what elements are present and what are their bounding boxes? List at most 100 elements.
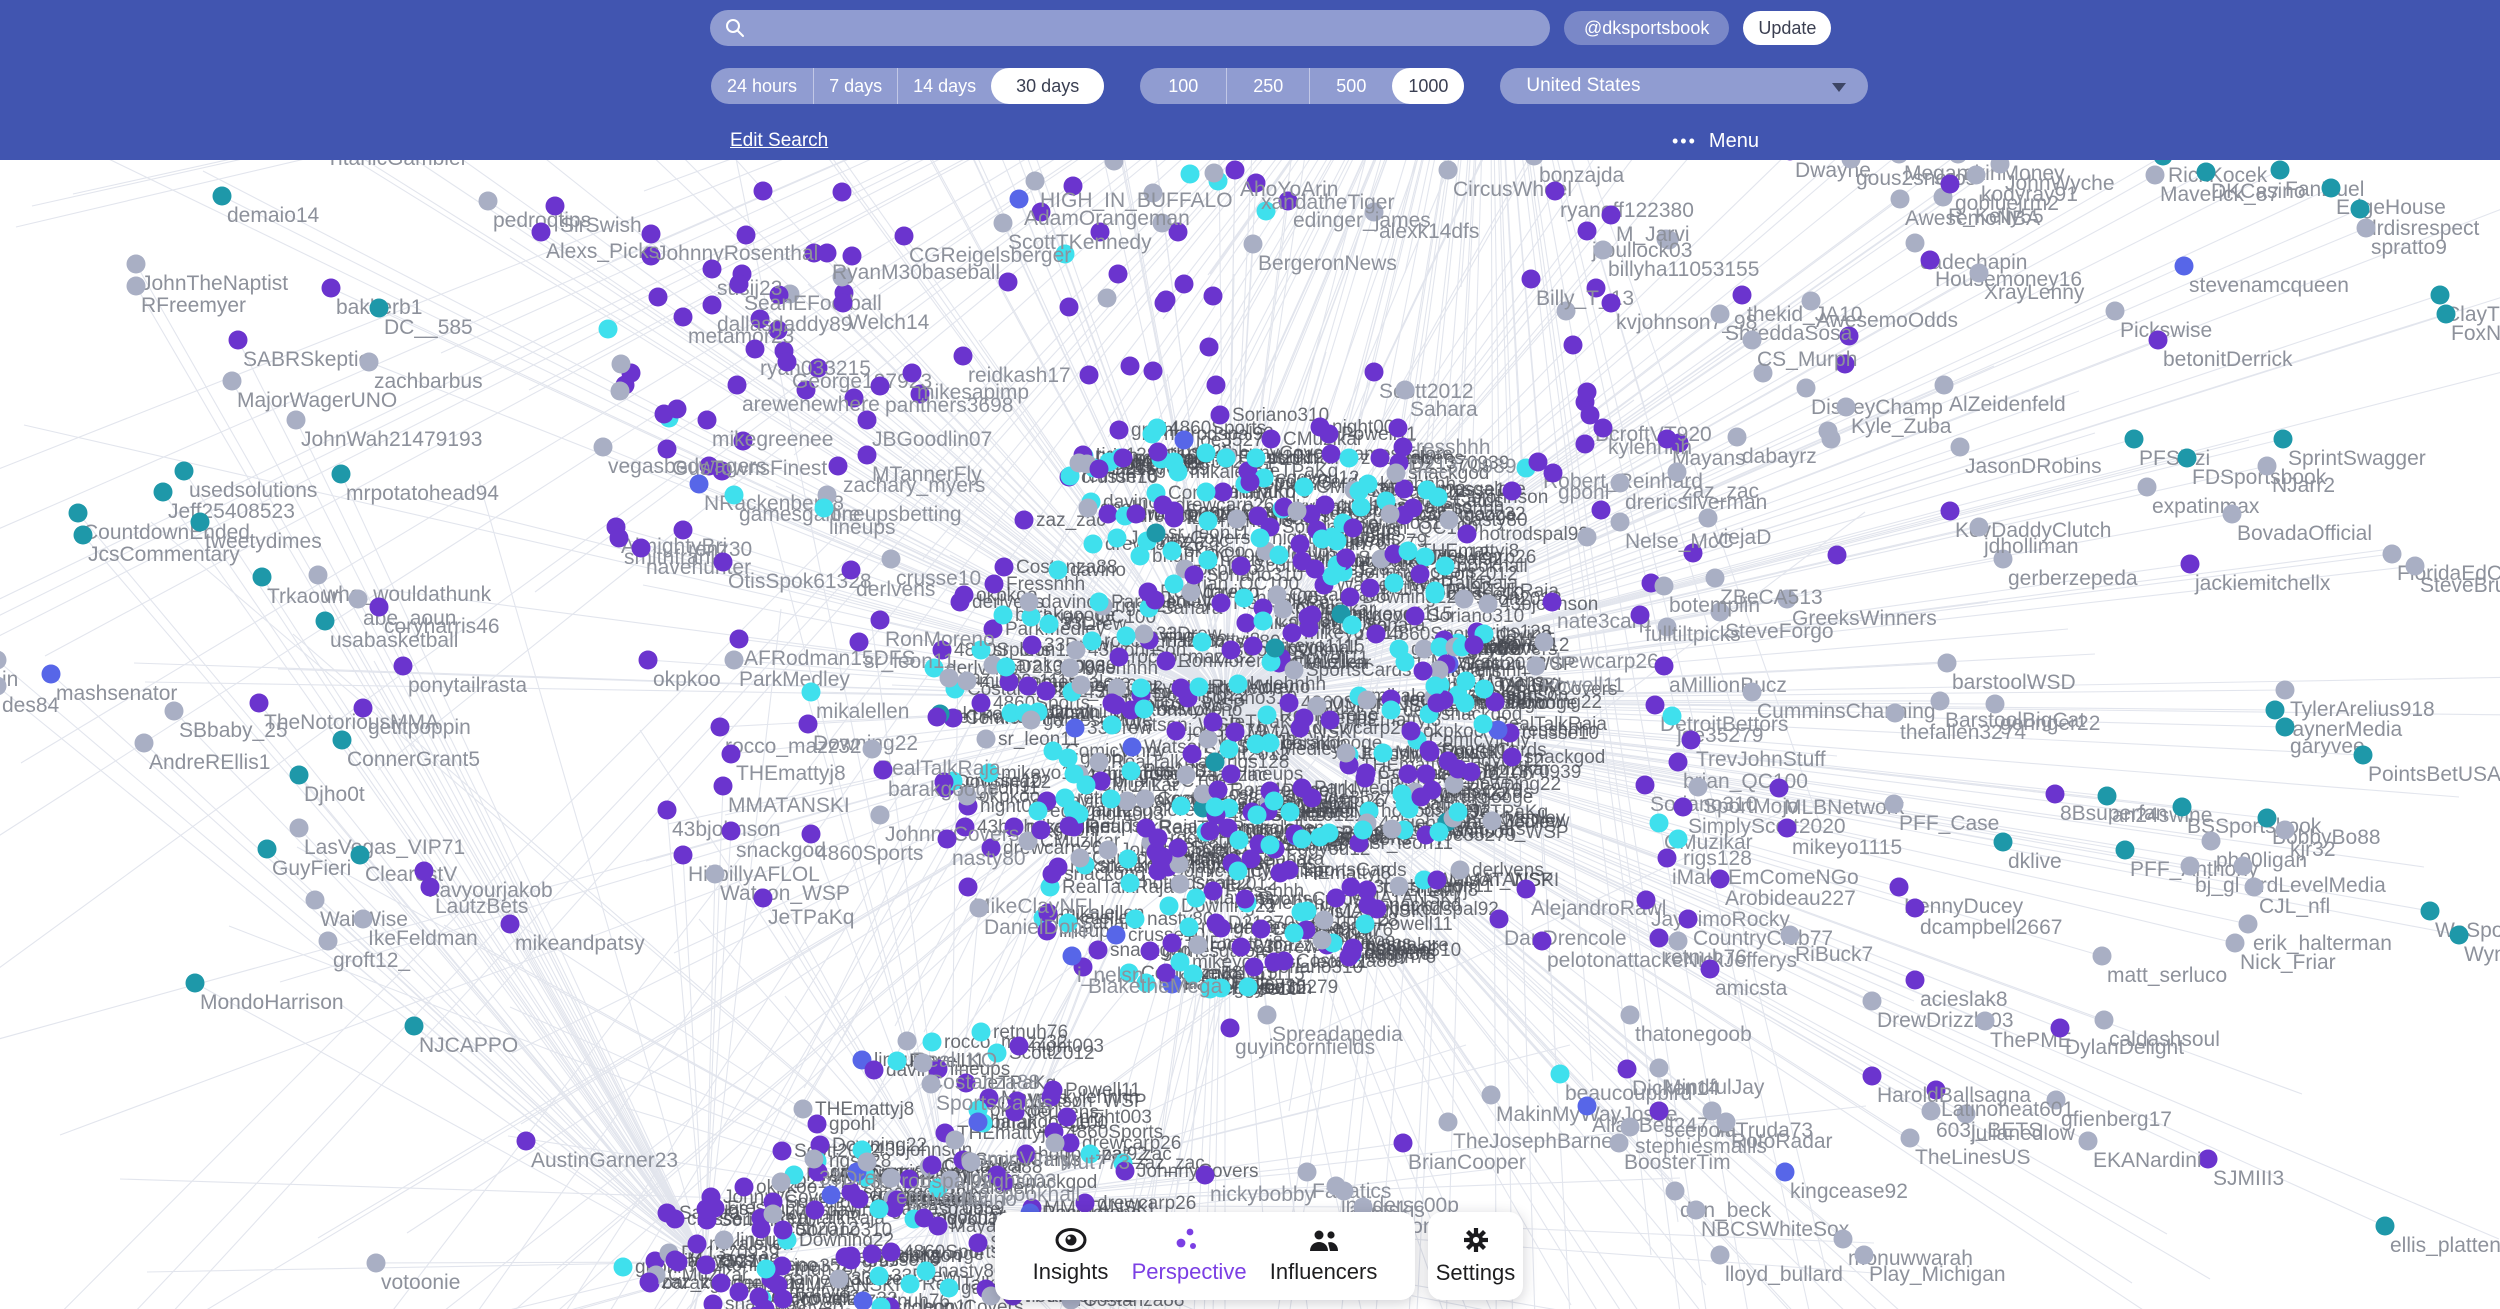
- graph-node[interactable]: BarstoolBigCat: [1930, 691, 2086, 733]
- graph-node[interactable]: ParkMedley: [724, 650, 851, 692]
- graph-node[interactable]: thekid_JA10: [1732, 285, 1863, 327]
- graph-node[interactable]: Maverick_87: [2145, 165, 2280, 207]
- graph-node[interactable]: bj_gl: [2180, 856, 2240, 898]
- graph-node[interactable]: Nelse_McC: [1610, 512, 1734, 554]
- graph-node[interactable]: RiBuck7: [1780, 925, 1874, 967]
- graph-node[interactable]: guyincornfields: [1220, 1018, 1376, 1060]
- graph-node[interactable]: PFF_Case: [1884, 794, 2000, 836]
- graph-node[interactable]: Trkaoun: [252, 567, 344, 609]
- graph-node[interactable]: billyha11053155: [1593, 240, 1760, 282]
- graph-node[interactable]: AwesemoOdds: [1801, 291, 1959, 333]
- graph-node[interactable]: jrbullock03: [1577, 221, 1693, 263]
- graph-node[interactable]: Alexs_Picks: [531, 222, 660, 264]
- graph-node[interactable]: snackgod: [721, 821, 826, 863]
- graph-node[interactable]: BcroftVT920: [1580, 405, 1712, 447]
- graph-node[interactable]: mikeandpatsy: [500, 914, 646, 956]
- graph-node[interactable]: drewcarp26: [1534, 632, 1659, 674]
- graph-node[interactable]: DC__585: [369, 298, 473, 340]
- graph-node[interactable]: SteveBru: [2405, 556, 2500, 598]
- graph-node[interactable]: FanDuel: [2270, 160, 2365, 202]
- search-input[interactable]: [746, 16, 1530, 40]
- graph-node[interactable]: ponytailrasta: [393, 656, 528, 698]
- time-filter-14-days[interactable]: 14 days: [897, 68, 991, 104]
- count-filter-100[interactable]: 100: [1168, 75, 1199, 96]
- graph-node[interactable]: Arobideau227: [1710, 869, 1856, 911]
- graph-node[interactable]: SBbaby_25: [164, 701, 288, 743]
- graph-node[interactable]: Mayans: [1657, 429, 1746, 471]
- graph-node[interactable]: RyanM30baseball: [817, 243, 1001, 285]
- graph-node[interactable]: FDSportsbook: [2177, 448, 2327, 490]
- graph-node[interactable]: xandatheTiger: [1246, 173, 1395, 215]
- graph-node[interactable]: AwesemoNBA: [1890, 189, 2041, 231]
- graph-node[interactable]: WynnBET: [2449, 925, 2500, 967]
- graph-node[interactable]: zaz_zac: [1667, 462, 1760, 504]
- graph-node[interactable]: sr_leon11: [849, 632, 955, 674]
- graph-node[interactable]: VaynerMedia: [2265, 700, 2403, 742]
- graph-node[interactable]: panthers3698: [870, 376, 1014, 418]
- graph-node[interactable]: GusTownsFinest: [657, 439, 828, 481]
- graph-node[interactable]: thatonegoob: [1620, 1005, 1752, 1047]
- graph-node[interactable]: ZBeCA513: [1705, 568, 1823, 610]
- graph-node[interactable]: HIGH_IN_BUFFALO: [1025, 171, 1233, 213]
- graph-node[interactable]: Pickswise: [2105, 301, 2213, 343]
- graph-node[interactable]: mikeyo1115: [1777, 818, 1903, 860]
- graph-node[interactable]: AndreREllis1: [134, 733, 271, 775]
- count-filter-1000[interactable]: 1000: [1392, 68, 1465, 104]
- graph-node[interactable]: mikesapimp: [902, 363, 1030, 405]
- graph-node[interactable]: nate3carp: [1542, 592, 1651, 634]
- graph-node[interactable]: davino: [940, 1170, 1017, 1212]
- graph-node[interactable]: vegasbedwagers: [593, 437, 767, 479]
- graph-node[interactable]: ThePME: [1975, 1011, 2072, 1053]
- graph-node[interactable]: LautzBets: [420, 877, 529, 919]
- graph-node[interactable]: AhoYoArin: [1225, 160, 1339, 202]
- graph-node[interactable]: AFRodman15DFS: [729, 629, 916, 671]
- update-button[interactable]: Update: [1743, 11, 1832, 45]
- graph-node[interactable]: Fresshhh: [1388, 418, 1491, 460]
- graph-node[interactable]: DetroitBettors: [1645, 695, 1789, 737]
- graph-node[interactable]: Spreadapedia: [1257, 1005, 1404, 1047]
- graph-node[interactable]: viejaD: [1698, 508, 1772, 550]
- graph-node[interactable]: JohnWah21479193: [286, 410, 483, 452]
- graph-node[interactable]: PFSizzi: [2124, 429, 2211, 471]
- graph-node[interactable]: des84: [0, 676, 60, 718]
- graph-node[interactable]: mrpotatohead94: [331, 464, 500, 506]
- graph-node[interactable]: SportMojo: [1688, 777, 1799, 819]
- graph-node[interactable]: kingcease92: [1775, 1162, 1908, 1204]
- graph-node[interactable]: amicsta: [1700, 959, 1788, 1001]
- graph-node[interactable]: kodyray91: [1966, 165, 2078, 207]
- time-filter-7-days[interactable]: 7 days: [813, 68, 897, 104]
- graph-node[interactable]: MindfulJay: [1649, 1058, 1765, 1100]
- graph-node[interactable]: zachbarbus: [359, 352, 483, 394]
- graph-node[interactable]: hotrodspal92: [857, 1152, 994, 1194]
- graph-node[interactable]: erik_halterman: [2238, 914, 2392, 956]
- graph-node[interactable]: caldashsoul: [2094, 1010, 2220, 1052]
- graph-node[interactable]: nickybobby: [1195, 1165, 1316, 1207]
- account-chip[interactable]: @dksportsbook: [1564, 11, 1730, 45]
- graph-node[interactable]: Dicken14: [1617, 1059, 1720, 1101]
- graph-node[interactable]: TylerArelius918: [2275, 680, 2435, 722]
- graph-node[interactable]: mikalellen: [801, 682, 910, 724]
- graph-node[interactable]: geringer22: [1985, 694, 2101, 736]
- graph-node[interactable]: derlvens: [841, 560, 936, 602]
- graph-node[interactable]: CJL_nfl: [2244, 877, 2331, 919]
- graph-node[interactable]: dan_beck: [1665, 1181, 1772, 1223]
- graph-node[interactable]: votoonie: [366, 1253, 461, 1295]
- graph-node[interactable]: beaucoupbird: [1550, 1064, 1693, 1106]
- time-filter-30-days[interactable]: 30 days: [991, 68, 1105, 104]
- graph-node[interactable]: Mut773: [1045, 1133, 1131, 1175]
- graph-node[interactable]: JohnTheNaptist: [126, 254, 289, 296]
- graph-node[interactable]: dcampbell2667: [1905, 898, 2063, 940]
- graph-node[interactable]: rocco_mazz32: [710, 717, 862, 759]
- graph-node[interactable]: JeTPaKq: [753, 888, 855, 930]
- graph-node[interactable]: D21370939: [1393, 437, 1517, 479]
- graph-node[interactable]: edinger_james: [1278, 191, 1431, 233]
- graph-node[interactable]: jackiemitchellx: [2180, 554, 2331, 596]
- graph-node[interactable]: acieslak8: [1905, 970, 2008, 1012]
- graph-node[interactable]: retnuh76: [1649, 928, 1747, 970]
- graph-node[interactable]: TheLinesUS: [1900, 1128, 2031, 1170]
- graph-node[interactable]: NJCAPPO: [404, 1016, 519, 1058]
- graph-node[interactable]: usabasketball: [315, 611, 459, 653]
- graph-node[interactable]: SABRSkeptic: [228, 330, 370, 372]
- graph-node[interactable]: MikeClayNFL: [958, 877, 1100, 919]
